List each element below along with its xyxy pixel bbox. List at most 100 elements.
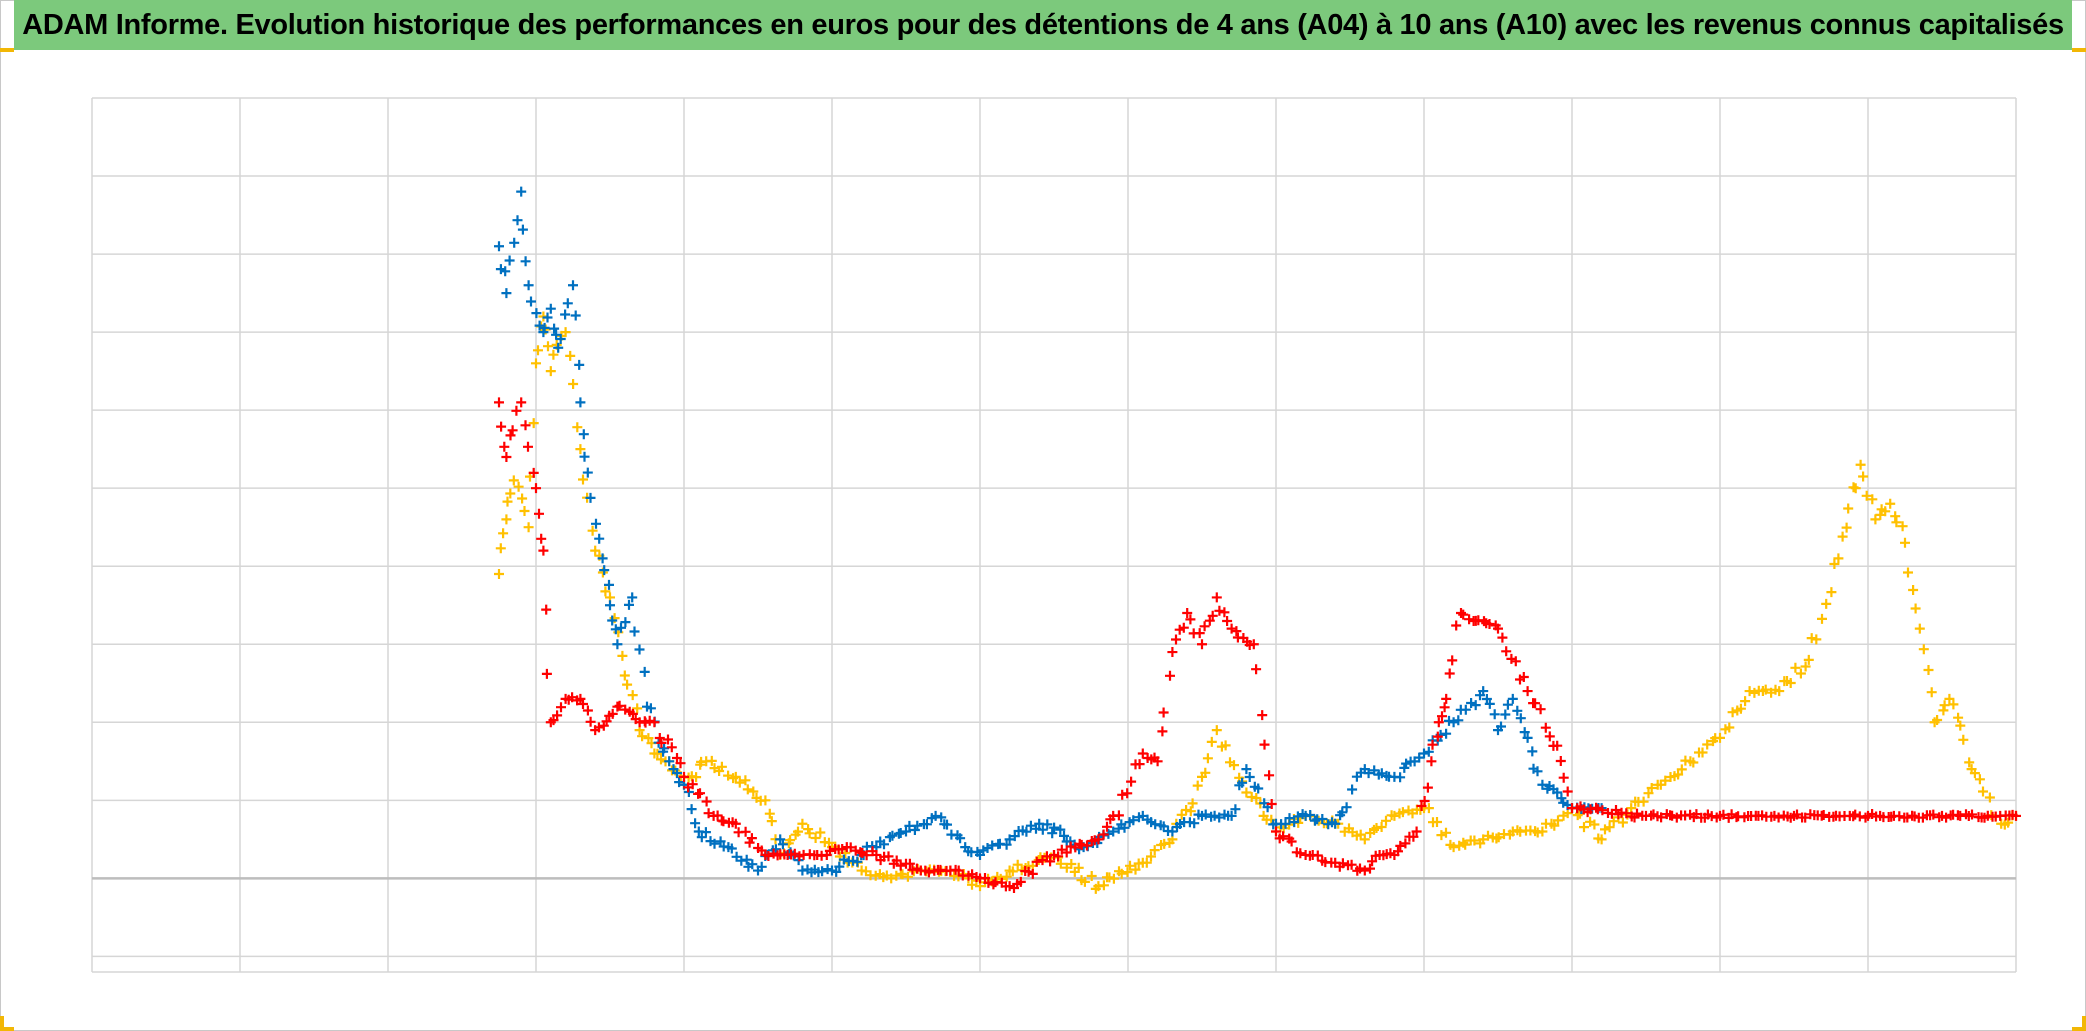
series-fill-marks xyxy=(526,296,545,331)
series-fill-marks xyxy=(570,310,585,370)
data-point xyxy=(1137,837,1175,868)
data-point xyxy=(1944,693,1975,768)
data-point xyxy=(582,467,605,544)
data-point xyxy=(1774,661,1811,697)
data-point xyxy=(516,186,531,267)
series-fill-marks xyxy=(1363,765,1394,782)
series-fill-marks xyxy=(505,405,522,441)
series-fill-marks xyxy=(1779,661,1811,688)
series-fill-marks xyxy=(1141,837,1175,868)
series-fill-marks xyxy=(1556,793,1573,810)
series-fill-marks xyxy=(1867,809,1945,823)
series-fill-marks xyxy=(1378,848,1396,861)
series-fill-marks xyxy=(1837,482,1861,542)
data-point xyxy=(1108,812,1144,837)
data-point xyxy=(1567,801,1648,823)
series-fill-marks xyxy=(1473,615,1501,631)
data-point xyxy=(782,848,820,862)
data-point xyxy=(812,844,848,861)
series-fill-marks xyxy=(1423,803,1456,850)
series-fill-marks xyxy=(1009,820,1041,842)
data-point xyxy=(760,795,781,845)
data-point xyxy=(1552,787,1573,810)
data-point xyxy=(590,545,611,597)
data-point xyxy=(545,702,566,728)
series-fill-marks xyxy=(803,824,834,848)
series-fill-marks xyxy=(1098,814,1116,840)
series-fill-marks xyxy=(616,599,634,633)
corner-accent-bottom-right xyxy=(2072,1027,2086,1031)
data-point xyxy=(664,756,685,788)
data-point xyxy=(2011,810,2021,821)
series-fill-marks xyxy=(1200,736,1217,778)
chart-title: ADAM Informe. Evolution historique des p… xyxy=(22,8,2064,41)
data-point xyxy=(1900,537,1921,614)
data-point xyxy=(1493,699,1513,736)
series-fill-marks xyxy=(549,323,562,340)
series-fill-marks xyxy=(1749,684,1781,698)
data-point xyxy=(797,818,834,848)
series-fill-marks xyxy=(594,550,611,597)
series-fill-marks xyxy=(1009,851,1056,893)
series-fill-marks xyxy=(502,488,516,507)
data-point xyxy=(1359,850,1381,876)
data-point xyxy=(1167,622,1189,658)
data-point xyxy=(1374,848,1396,861)
series-fill-marks xyxy=(668,764,685,788)
series-fill-marks xyxy=(585,492,605,544)
data-point xyxy=(1448,690,1485,728)
series-fill-marks xyxy=(1251,664,1277,809)
series-fill-marks xyxy=(548,702,566,726)
corner-accent-bottom-left xyxy=(0,1027,14,1031)
series-fill-marks xyxy=(495,264,511,277)
data-point xyxy=(1863,809,1945,823)
data-point xyxy=(590,708,618,736)
data-point xyxy=(1093,858,1144,892)
series-fill-marks xyxy=(1541,808,1573,831)
series-fill-marks xyxy=(539,312,553,333)
series-fill-marks xyxy=(614,700,641,725)
series-fill-marks xyxy=(1113,759,1145,821)
data-point xyxy=(1833,482,1861,564)
series-fill-marks xyxy=(578,429,590,462)
data-point xyxy=(605,600,621,635)
data-point xyxy=(856,865,892,883)
series-fill-marks xyxy=(1454,835,1486,851)
data-point xyxy=(516,397,539,478)
data-point xyxy=(1507,825,1543,838)
data-point xyxy=(915,864,952,878)
data-point xyxy=(1803,559,1840,665)
series-fill-marks xyxy=(706,755,739,784)
series-fill-marks xyxy=(1444,620,1462,679)
data-point xyxy=(1441,620,1462,704)
data-point xyxy=(1226,623,1255,650)
series-2 xyxy=(494,397,2021,893)
data-point xyxy=(930,810,966,844)
data-point xyxy=(649,717,686,769)
data-point xyxy=(494,397,510,452)
data-point xyxy=(545,303,562,340)
data-point xyxy=(531,483,547,544)
series-fill-marks xyxy=(654,733,686,769)
series-fill-marks xyxy=(683,779,714,819)
series-fill-marks xyxy=(978,838,1012,856)
data-point xyxy=(871,828,906,853)
data-point xyxy=(1359,764,1394,782)
data-point xyxy=(1507,693,1530,738)
series-fill-marks xyxy=(1098,858,1144,891)
data-point xyxy=(597,553,614,590)
data-point xyxy=(1093,814,1116,845)
data-point xyxy=(575,397,590,462)
data-point xyxy=(1470,615,1501,631)
data-point xyxy=(1004,820,1041,845)
series-fill-marks xyxy=(802,864,833,878)
data-point xyxy=(1456,608,1479,626)
data-point xyxy=(1197,736,1217,782)
series-fill-marks xyxy=(726,843,758,872)
data-point xyxy=(1049,835,1100,862)
series-fill-marks xyxy=(1542,781,1559,795)
data-point xyxy=(1389,831,1419,860)
data-point xyxy=(1715,809,1796,823)
corner-accent-side-right xyxy=(2082,1016,2086,1030)
